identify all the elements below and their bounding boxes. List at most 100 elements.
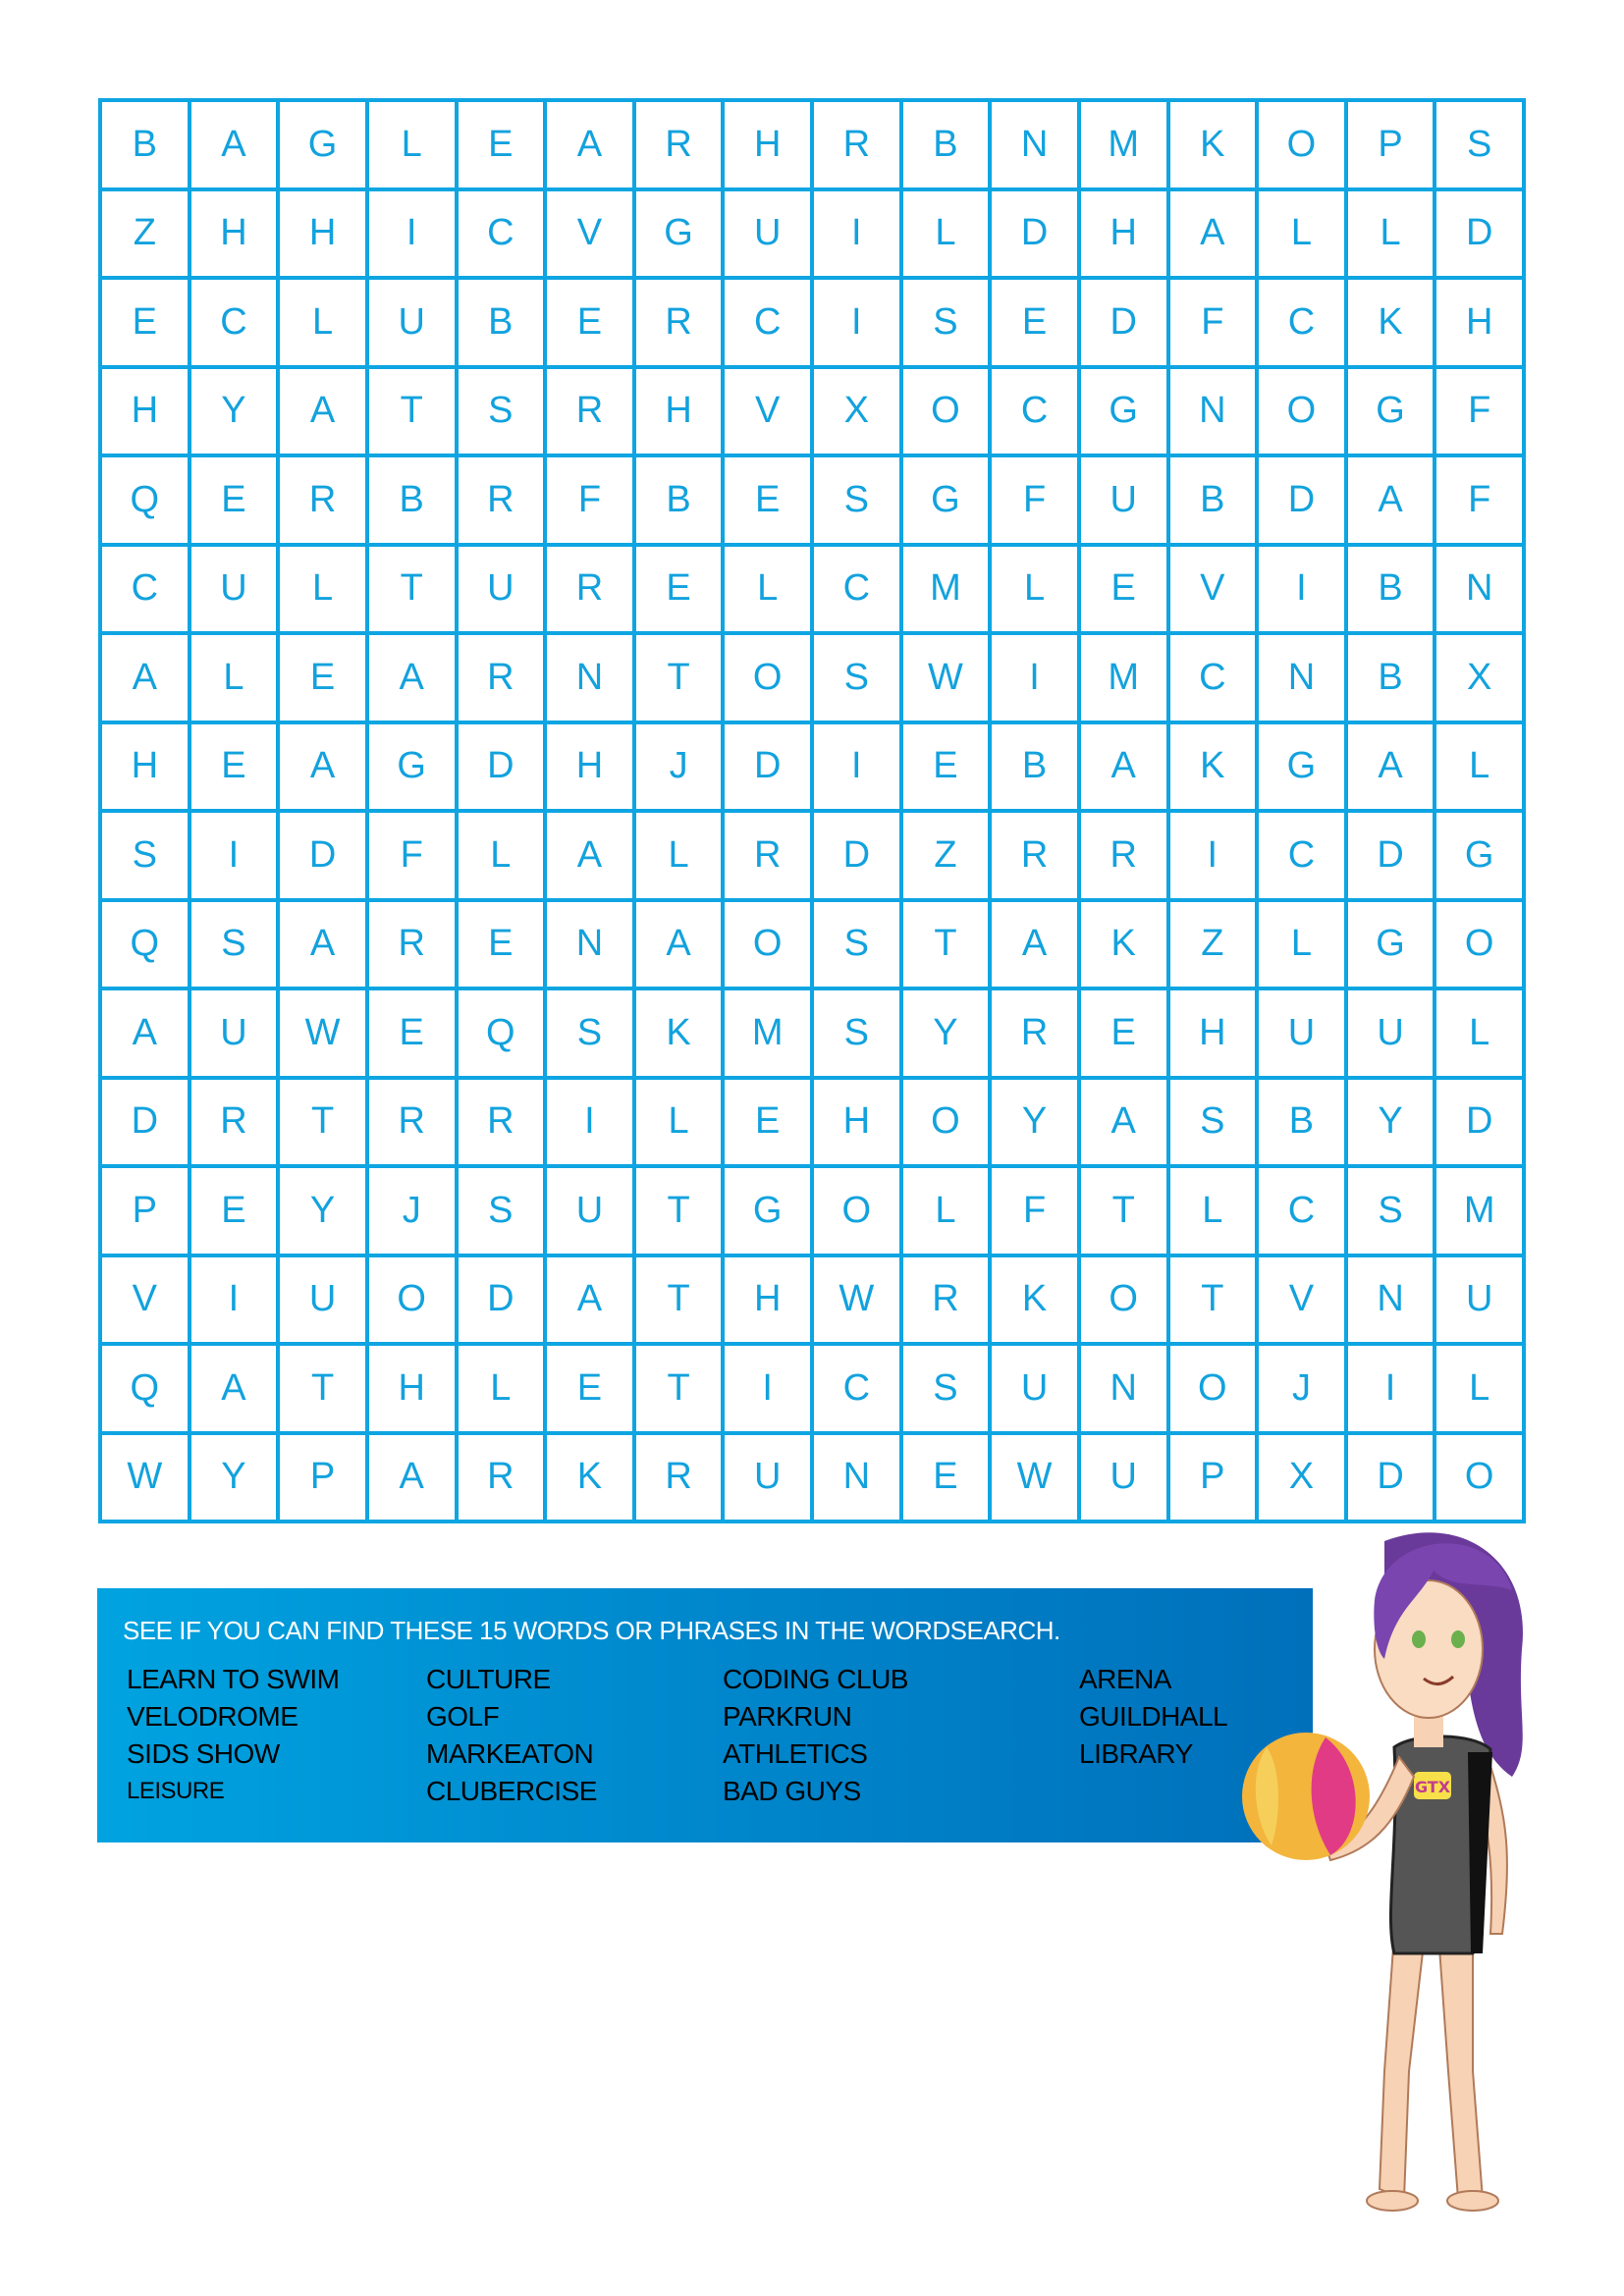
grid-cell: L	[1257, 188, 1346, 278]
word-column-4: ARENA GUILDHALL LIBRARY	[1079, 1661, 1228, 1773]
grid-cell: L	[633, 1077, 724, 1166]
grid-cell: X	[1257, 1432, 1346, 1522]
grid-cell: A	[1167, 188, 1258, 278]
grid-cell: U	[366, 278, 457, 367]
grid-cell: L	[723, 544, 812, 633]
grid-cell: N	[1167, 366, 1258, 455]
grid-cell: S	[456, 366, 546, 455]
grid-cell: B	[1257, 1077, 1346, 1166]
grid-cell: S	[189, 899, 279, 988]
grid-cell: C	[812, 544, 901, 633]
grid-cell: N	[1345, 1255, 1435, 1344]
grid-cell: E	[723, 1077, 812, 1166]
grid-cell: I	[189, 1255, 279, 1344]
word-item: GUILDHALL	[1079, 1701, 1228, 1732]
grid-cell: G	[1345, 366, 1435, 455]
grid-cell: H	[1167, 988, 1258, 1078]
grid-cell: S	[900, 278, 991, 367]
grid-cell: R	[900, 1255, 991, 1344]
grid-cell: B	[1345, 633, 1435, 722]
instruction-text: SEE IF YOU CAN FIND THESE 15 WORDS OR PH…	[123, 1616, 1060, 1645]
grid-cell: N	[1435, 544, 1524, 633]
grid-cell: H	[1078, 188, 1168, 278]
grid-cell: H	[100, 721, 189, 811]
grid-cell: H	[633, 366, 724, 455]
grid-cell: Y	[189, 366, 279, 455]
grid-cell: T	[633, 1344, 724, 1433]
grid-cell: R	[456, 1432, 546, 1522]
word-item: SIDS SHOW	[127, 1738, 280, 1769]
grid-cell: H	[278, 188, 367, 278]
grid-cell: A	[189, 100, 279, 189]
grid-cell: D	[723, 721, 812, 811]
grid-cell: S	[812, 455, 901, 545]
grid-cell: R	[990, 811, 1079, 900]
grid-cell: E	[189, 455, 279, 545]
grid-cell: A	[1078, 1077, 1168, 1166]
grid-cell: U	[1078, 455, 1168, 545]
grid-cell: O	[366, 1255, 457, 1344]
grid-cell: D	[990, 188, 1079, 278]
grid-cell: U	[278, 1255, 367, 1344]
mascot-girl-illustration: GTX	[1242, 1532, 1523, 2212]
grid-cell: R	[990, 988, 1079, 1078]
grid-cell: O	[900, 366, 991, 455]
grid-cell: F	[545, 455, 634, 545]
grid-cell: Z	[1167, 899, 1258, 988]
grid-cell: K	[1167, 100, 1258, 189]
grid-cell: U	[189, 988, 279, 1078]
grid-cell: V	[100, 1255, 189, 1344]
grid-cell: X	[1435, 633, 1524, 722]
grid-cell: D	[1435, 1077, 1524, 1166]
grid-cell: Q	[456, 988, 546, 1078]
grid-cell: Z	[100, 188, 189, 278]
grid-cell: U	[456, 544, 546, 633]
beach-ball-icon	[1242, 1733, 1370, 1860]
grid-cell: S	[100, 811, 189, 900]
grid-cell: I	[812, 278, 901, 367]
grid-cell: D	[278, 811, 367, 900]
grid-cell: C	[1167, 633, 1258, 722]
word-item: VELODROME	[127, 1701, 298, 1732]
grid-cell: A	[100, 633, 189, 722]
grid-cell: R	[633, 100, 724, 189]
grid-cell: B	[1167, 455, 1258, 545]
grid-cell: G	[1078, 366, 1168, 455]
grid-cell: U	[723, 1432, 812, 1522]
word-list-panel: SEE IF YOU CAN FIND THESE 15 WORDS OR PH…	[97, 1588, 1313, 1842]
grid-cell: H	[189, 188, 279, 278]
grid-cell: W	[812, 1255, 901, 1344]
grid-cell: K	[545, 1432, 634, 1522]
grid-cell: G	[278, 100, 367, 189]
grid-cell: S	[812, 899, 901, 988]
grid-cell: L	[456, 811, 546, 900]
grid-cell: A	[1345, 721, 1435, 811]
word-item: PARKRUN	[723, 1701, 852, 1732]
grid-cell: C	[723, 278, 812, 367]
grid-cell: N	[545, 899, 634, 988]
grid-cell: A	[366, 1432, 457, 1522]
grid-cell: G	[1257, 721, 1346, 811]
grid-cell: Z	[900, 811, 991, 900]
grid-cell: U	[1257, 988, 1346, 1078]
word-item: LEARN TO SWIM	[127, 1664, 340, 1694]
grid-cell: G	[1345, 899, 1435, 988]
grid-cell: N	[1078, 1344, 1168, 1433]
grid-cell: Y	[900, 988, 991, 1078]
grid-cell: D	[812, 811, 901, 900]
grid-cell: H	[100, 366, 189, 455]
grid-cell: P	[1345, 100, 1435, 189]
grid-cell: C	[1257, 811, 1346, 900]
grid-cell: T	[633, 1166, 724, 1255]
grid-cell: A	[1345, 455, 1435, 545]
grid-cell: T	[278, 1077, 367, 1166]
grid-cell: U	[990, 1344, 1079, 1433]
grid-cell: E	[278, 633, 367, 722]
grid-cell: A	[545, 100, 634, 189]
grid-cell: F	[1167, 278, 1258, 367]
grid-cell: I	[189, 811, 279, 900]
grid-cell: L	[366, 100, 457, 189]
grid-cell: D	[456, 1255, 546, 1344]
grid-cell: G	[1435, 811, 1524, 900]
